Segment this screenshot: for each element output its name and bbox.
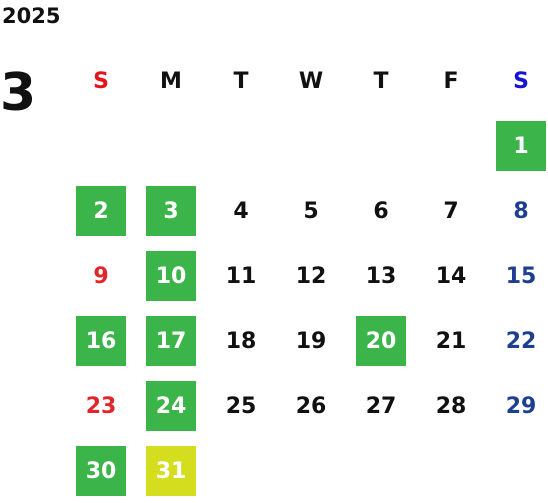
- highlighted-day: 1: [496, 121, 546, 171]
- highlighted-day: 31: [146, 446, 196, 496]
- highlighted-day: 10: [146, 251, 196, 301]
- month: 3: [0, 63, 37, 123]
- day: 26: [295, 393, 327, 419]
- day: 19: [295, 328, 327, 354]
- highlighted-day: 16: [76, 316, 126, 366]
- weekday-label: T: [373, 68, 389, 94]
- weekday-label: S: [513, 68, 529, 94]
- day: 14: [435, 263, 467, 289]
- day: 29: [505, 393, 537, 419]
- day: 12: [295, 263, 327, 289]
- day: 5: [303, 198, 319, 224]
- highlighted-day: 20: [356, 316, 406, 366]
- weekday-label: M: [160, 68, 182, 94]
- weekday-label: S: [93, 68, 109, 94]
- weekday-label: T: [233, 68, 249, 94]
- day: 15: [505, 263, 537, 289]
- day: 13: [365, 263, 397, 289]
- day: 22: [505, 328, 537, 354]
- highlighted-day: 24: [146, 381, 196, 431]
- weekday-label: F: [443, 68, 459, 94]
- weekday-label: W: [298, 68, 324, 94]
- day: 11: [225, 263, 257, 289]
- day: 4: [233, 198, 249, 224]
- year: 2025: [2, 4, 61, 28]
- day: 25: [225, 393, 257, 419]
- highlighted-day: 30: [76, 446, 126, 496]
- day: 8: [513, 198, 529, 224]
- day: 21: [435, 328, 467, 354]
- day: 18: [225, 328, 257, 354]
- day: 23: [85, 393, 117, 419]
- highlighted-day: 17: [146, 316, 196, 366]
- day: 28: [435, 393, 467, 419]
- highlighted-day: 2: [76, 186, 126, 236]
- day: 7: [443, 198, 459, 224]
- highlighted-day: 3: [146, 186, 196, 236]
- day: 27: [365, 393, 397, 419]
- day: 9: [93, 263, 109, 289]
- day: 6: [373, 198, 389, 224]
